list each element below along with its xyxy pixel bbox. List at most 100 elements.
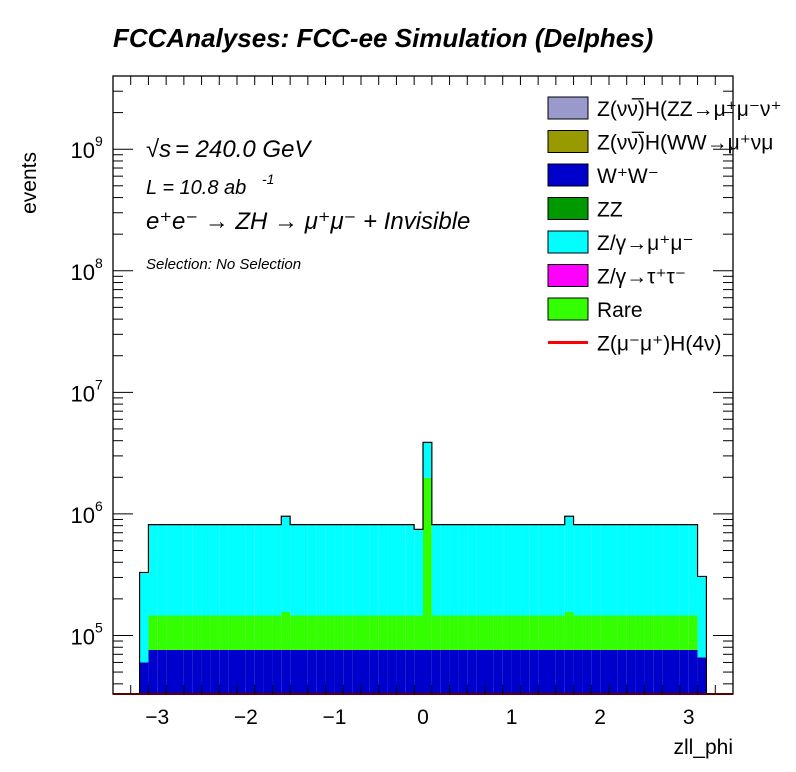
x-tick-label: 2	[594, 706, 606, 729]
bar	[361, 524, 370, 616]
bar	[228, 649, 237, 694]
x-tick-label: −3	[145, 706, 169, 729]
y-tick-label: 10	[71, 260, 95, 285]
legend-entry: Z(νν̅)H(WW→μ⁺νμ	[547, 130, 773, 155]
legend-swatch	[547, 297, 589, 321]
bar	[228, 524, 237, 616]
bar	[573, 524, 583, 616]
legend-swatch	[547, 264, 589, 287]
bar	[582, 649, 592, 694]
bar	[299, 615, 308, 650]
bar	[547, 649, 556, 694]
bar	[369, 524, 379, 616]
bar	[635, 649, 645, 694]
bar	[166, 649, 175, 694]
x-axis-label: zll_phi	[673, 736, 733, 759]
bar	[547, 524, 556, 616]
bar	[219, 615, 229, 650]
legend-entry: Rare	[547, 297, 643, 322]
bar	[228, 615, 237, 650]
bar	[538, 615, 547, 650]
bar	[600, 649, 609, 694]
bar	[679, 615, 689, 650]
legend-swatch	[547, 96, 589, 120]
bar	[157, 615, 167, 650]
bar	[653, 649, 663, 694]
bar	[547, 615, 556, 650]
bar	[254, 649, 264, 694]
bar	[644, 524, 654, 616]
series-2	[139, 442, 707, 663]
bar	[299, 649, 308, 694]
bar	[237, 524, 246, 616]
bar	[458, 649, 468, 694]
bar	[369, 615, 379, 650]
y-axis-label: events	[18, 152, 41, 214]
bar	[237, 649, 246, 694]
bar	[485, 524, 494, 616]
legend-label: Z(μ⁻μ⁺)H(4ν)	[597, 333, 722, 356]
bar	[555, 615, 565, 650]
bar	[148, 524, 158, 616]
y-tick-exponent: 7	[95, 376, 103, 392]
bar	[493, 524, 503, 616]
bar	[467, 649, 477, 694]
bar	[662, 649, 671, 694]
bar	[591, 615, 601, 650]
bar	[423, 649, 432, 694]
bar	[192, 524, 202, 616]
bar	[192, 615, 202, 650]
bar	[281, 516, 291, 612]
bar	[361, 615, 370, 650]
x-tick-label: 1	[506, 706, 518, 729]
bar	[343, 615, 353, 650]
bar	[396, 615, 406, 650]
bar	[591, 524, 601, 616]
bar	[307, 615, 317, 650]
bar	[511, 649, 521, 694]
bar	[334, 649, 344, 694]
bar	[139, 662, 149, 694]
bar	[201, 649, 211, 694]
legend-swatch	[547, 130, 589, 153]
y-tick-exponent: 8	[95, 255, 103, 271]
bar	[245, 524, 255, 616]
bar	[476, 615, 485, 650]
bar	[582, 615, 592, 650]
bar	[334, 524, 344, 616]
legend-swatch	[547, 197, 589, 220]
bar	[458, 524, 468, 616]
bar	[405, 649, 415, 694]
bar	[396, 524, 406, 616]
bar	[343, 649, 353, 694]
bar	[192, 649, 202, 694]
x-tick-label: 0	[417, 706, 429, 729]
y-tick-exponent: 6	[95, 498, 103, 514]
bar	[440, 649, 450, 694]
bar	[582, 524, 592, 616]
legend: Z(νν̅)H(ZZ→μ⁺μ⁻ν⁺ Z(νν̅)H(WW→μ⁺νμ W⁺W⁻ ZZ Z/…	[547, 96, 782, 356]
legend-label: W⁺W⁻	[597, 165, 659, 188]
x-tick-label: 3	[683, 706, 695, 729]
bar	[263, 649, 273, 694]
bar	[405, 615, 415, 650]
bar	[688, 615, 698, 650]
bar	[378, 649, 388, 694]
bar	[671, 524, 680, 616]
bar	[617, 524, 627, 616]
bar	[502, 649, 512, 694]
legend-swatch	[547, 163, 589, 187]
bar	[210, 524, 220, 616]
legend-entry: Z(μ⁻μ⁺)H(4ν)	[548, 333, 722, 356]
bar	[529, 615, 539, 650]
bar	[555, 524, 565, 616]
bar	[254, 615, 264, 650]
bar	[307, 649, 317, 694]
bar	[369, 649, 379, 694]
bar	[245, 615, 255, 650]
plot-frame	[112, 75, 734, 695]
bar	[423, 442, 432, 478]
bar	[635, 615, 645, 650]
bar	[281, 611, 291, 650]
legend-label: Z/γ→μ⁺μ⁻	[597, 232, 694, 255]
